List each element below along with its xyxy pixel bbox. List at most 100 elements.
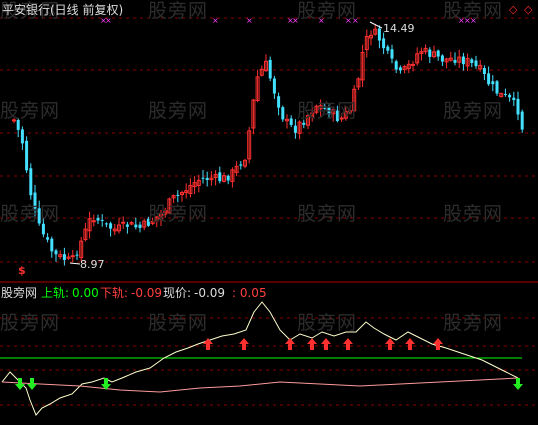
candle-body [142,220,147,228]
candle-body [213,173,218,178]
candle-body [226,175,230,181]
candle-body [62,254,66,260]
watermark: 股旁网 [148,100,209,122]
candle-body [41,223,45,235]
down-arrow-icon [27,378,37,390]
up-arrow-icon [433,338,443,350]
diamond-outline-icon[interactable]: ◇ [509,3,518,16]
low-price-label: 8.97 [80,258,105,271]
up-arrow-icon [307,338,317,350]
top-marker: × [352,16,359,25]
candle-body [125,224,129,227]
down-arrow-icon [513,378,523,390]
diamond-outline-icon[interactable]: ◇ [524,3,533,16]
signal-mark: $ [18,264,26,277]
top-marker: × [100,16,107,25]
extra-value: : 0.05 [232,286,267,300]
candle-body [432,51,436,58]
candle-body [327,107,331,115]
candle-body [154,216,159,222]
candle-body [268,59,272,79]
candle-body [356,78,361,88]
candle-body [520,111,524,130]
top-marker: × [458,16,465,25]
candle-body [428,49,432,57]
watermark: 股旁网 [0,100,61,122]
candle-body [205,177,209,180]
candle-body [478,64,483,70]
watermark: 股旁网 [0,203,61,225]
candle-body [247,130,252,160]
watermark: 股旁网 [443,312,504,334]
top-marker: × [345,16,352,25]
candle-body [112,228,117,232]
indicator-ma-line [1,377,519,393]
down-arrow-icon [15,378,25,390]
candle-body [352,88,357,112]
candle-body [440,55,444,62]
candle-body [20,129,24,144]
candle-body [188,184,193,194]
candle-body [297,121,302,134]
candle-body [436,50,440,57]
candle-body [394,61,398,70]
candle-body [83,228,88,241]
candle-body [373,28,378,35]
candle-body [314,105,319,113]
candle-body [167,198,172,214]
candle-body [264,60,268,72]
up-arrow-icon [321,338,331,350]
top-marker: × [318,16,325,25]
candle-body [364,35,369,51]
candle-body [474,60,478,67]
lower-rail-label: 下轨: [100,286,129,300]
candle-body [411,63,415,66]
candle-body [323,107,327,109]
watermark: 股旁网 [0,312,61,334]
current-price-value: -0.09 [194,286,226,300]
candle-body [109,223,113,229]
candle-body [512,97,516,101]
top-marker: × [292,16,299,25]
watermark: 股旁网 [443,100,504,122]
candle-body [91,220,96,223]
watermark: 股旁网 [443,0,504,22]
top-marker: × [246,16,253,25]
candle-body [495,81,499,94]
candle-body [487,73,491,85]
candle-body [29,168,33,196]
candle-body [448,57,453,61]
candle-body [272,78,276,94]
candle-body [503,93,507,95]
candle-body [163,210,168,215]
watermark: 股旁网 [297,203,358,225]
candle-body [146,218,150,226]
candle-body [46,237,50,240]
candle-body [37,208,41,224]
candle-body [377,28,381,41]
up-arrow-icon [343,338,353,350]
candle-body [499,93,504,98]
candle-body [159,212,163,219]
candle-body [230,169,235,182]
candle-body [444,58,449,63]
candle-body [419,51,424,54]
top-marker: × [212,16,219,25]
current-price-label: 现价: [163,286,192,300]
candle-body [218,172,222,182]
top-marker: × [464,16,471,25]
candle-body [201,177,205,179]
candle-body [398,67,402,71]
up-arrow-icon [405,338,415,350]
candle-body [129,222,134,225]
candle-body [516,98,520,115]
upper-rail-value: 0.00 [72,286,99,300]
candle-body [209,177,214,181]
high-price-label: 14.49 [383,22,415,35]
candle-body [54,250,58,255]
candle-body [100,219,104,221]
candle-body [134,224,138,228]
candle-body [343,111,348,119]
